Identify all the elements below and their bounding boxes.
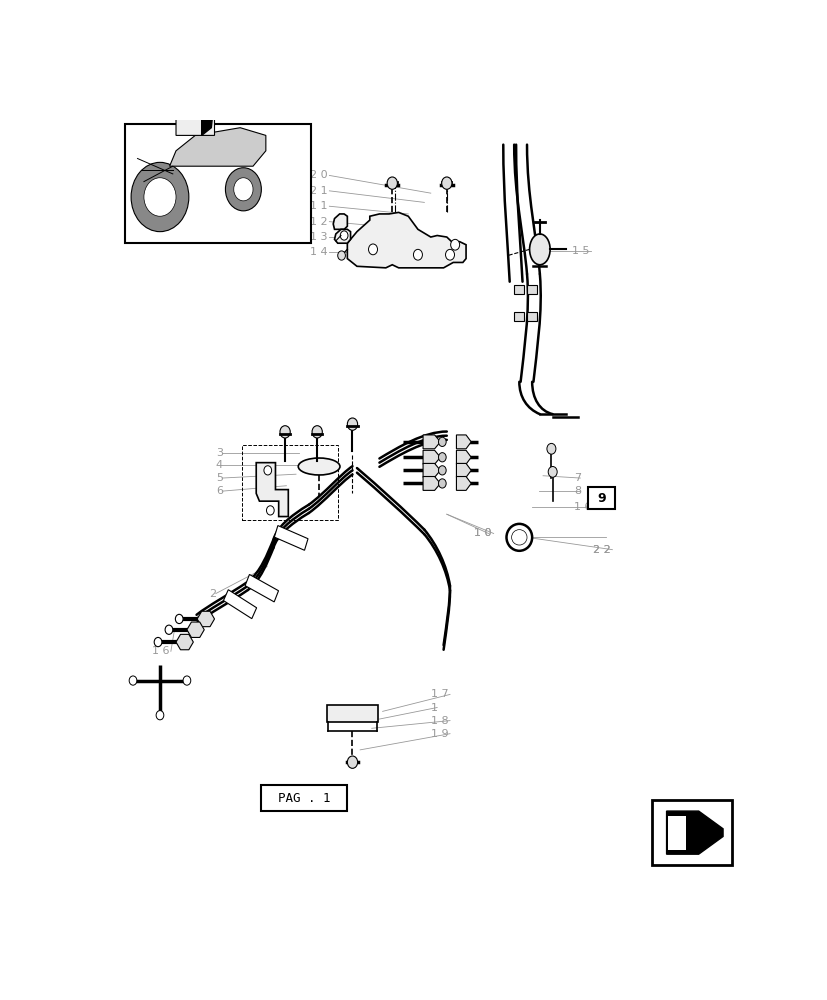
Circle shape [233, 178, 253, 201]
Polygon shape [456, 463, 471, 477]
Text: 1 2: 1 2 [310, 217, 327, 227]
Circle shape [347, 418, 357, 430]
Polygon shape [170, 128, 265, 166]
Polygon shape [176, 634, 193, 650]
Text: 2 1: 2 1 [310, 186, 327, 196]
Bar [587, 487, 614, 509]
Polygon shape [667, 816, 685, 850]
Text: 1 0: 1 0 [474, 528, 491, 538]
Bar [514, 312, 523, 321]
Text: 4: 4 [216, 460, 222, 470]
Text: 1: 1 [430, 703, 437, 713]
Circle shape [340, 231, 347, 240]
Circle shape [337, 251, 345, 260]
Circle shape [547, 466, 557, 477]
Text: 1 0: 1 0 [474, 528, 491, 538]
Bar [327, 705, 378, 722]
Text: 2 2: 2 2 [592, 545, 610, 555]
Polygon shape [456, 477, 471, 490]
Polygon shape [666, 811, 722, 854]
Polygon shape [456, 435, 471, 449]
Polygon shape [423, 435, 440, 449]
Circle shape [413, 249, 422, 260]
Polygon shape [202, 82, 214, 135]
Circle shape [347, 756, 357, 768]
Text: 1 7: 1 7 [430, 689, 448, 699]
Bar [514, 285, 523, 294]
Text: 1 3: 1 3 [310, 232, 327, 242]
Text: PAG . 1: PAG . 1 [277, 792, 330, 805]
Polygon shape [423, 477, 440, 490]
Bar [274, 526, 308, 550]
Polygon shape [423, 450, 440, 464]
Polygon shape [256, 463, 288, 517]
Circle shape [129, 676, 136, 685]
Ellipse shape [506, 524, 532, 551]
Polygon shape [334, 229, 350, 243]
Text: 2: 2 [209, 589, 216, 599]
Text: 2 0: 2 0 [310, 170, 327, 180]
Ellipse shape [529, 234, 549, 265]
Bar [241, 445, 338, 520]
Text: 1 8: 1 8 [430, 716, 448, 726]
Bar [245, 574, 278, 602]
Text: 2 2: 2 2 [592, 545, 610, 555]
Ellipse shape [511, 530, 526, 545]
Polygon shape [423, 463, 440, 477]
Circle shape [438, 437, 446, 446]
Circle shape [312, 426, 322, 438]
Circle shape [445, 249, 454, 260]
Circle shape [387, 177, 397, 189]
Circle shape [438, 466, 446, 475]
Circle shape [368, 244, 377, 255]
Text: 1 6: 1 6 [573, 502, 590, 512]
Circle shape [225, 168, 261, 211]
Polygon shape [456, 450, 471, 464]
Circle shape [154, 637, 162, 647]
Bar [652, 800, 731, 865]
Circle shape [165, 625, 173, 634]
Polygon shape [347, 212, 466, 268]
Polygon shape [187, 622, 204, 637]
Circle shape [266, 506, 274, 515]
Circle shape [280, 426, 290, 438]
Bar [261, 785, 347, 811]
Circle shape [144, 178, 176, 216]
Bar [526, 312, 537, 321]
Circle shape [441, 177, 452, 189]
Circle shape [547, 443, 555, 454]
Polygon shape [332, 214, 347, 229]
Circle shape [183, 676, 190, 685]
Text: 5: 5 [216, 473, 222, 483]
Circle shape [438, 479, 446, 488]
Circle shape [450, 239, 459, 250]
Text: 1 6: 1 6 [151, 646, 169, 656]
Text: 1 4: 1 4 [310, 247, 327, 257]
Circle shape [438, 453, 446, 462]
Bar [223, 590, 256, 619]
Text: 6: 6 [216, 486, 222, 496]
Text: 8: 8 [573, 486, 581, 496]
Circle shape [156, 711, 164, 720]
Polygon shape [176, 82, 214, 135]
Text: 3: 3 [216, 448, 222, 458]
Text: 1 1: 1 1 [310, 201, 327, 211]
Text: 1 5: 1 5 [571, 246, 589, 256]
Circle shape [175, 614, 183, 624]
Bar [125, 124, 310, 243]
Bar [526, 285, 537, 294]
Ellipse shape [298, 458, 340, 475]
Text: 9: 9 [596, 492, 605, 505]
Text: 1 9: 1 9 [430, 729, 448, 739]
Circle shape [264, 466, 271, 475]
Polygon shape [197, 611, 214, 627]
Text: 7: 7 [573, 473, 581, 483]
Circle shape [131, 162, 189, 232]
